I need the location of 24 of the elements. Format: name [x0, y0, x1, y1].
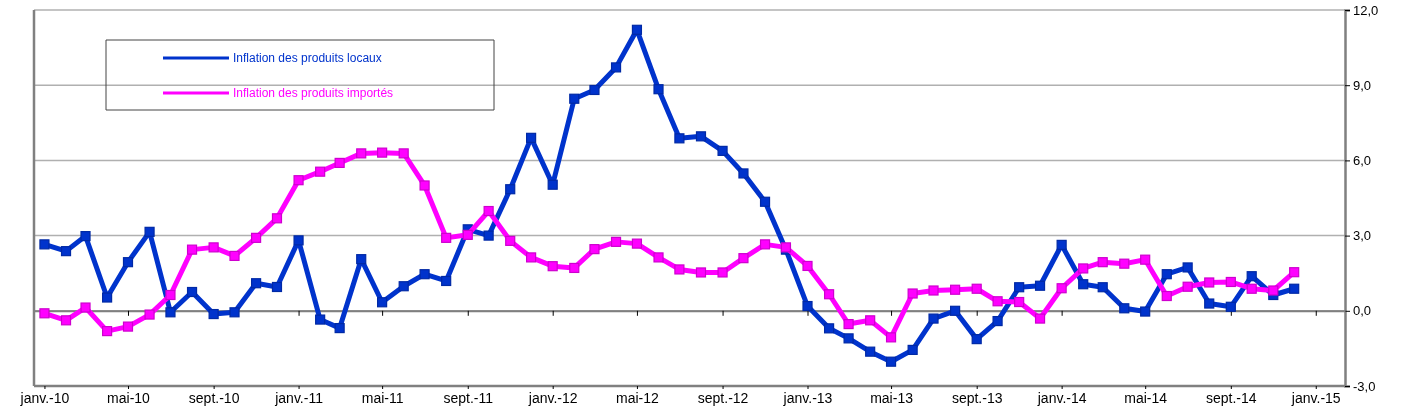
text: Inflation des produits importés — [233, 86, 394, 100]
text: Inflation des produits locaux — [233, 51, 382, 65]
x-tick-label: sept.-13 — [951, 389, 1003, 406]
x-tick-label: mai-10 — [107, 389, 151, 406]
x-tick-label: sept.-12 — [697, 389, 749, 406]
x-tick-label: sept.-14 — [1206, 389, 1257, 406]
y-tick-label: 6,0 — [1353, 153, 1372, 169]
y-tick-label: 12,0 — [1353, 2, 1379, 18]
x-tick-label: janv.-12 — [527, 389, 578, 406]
y-tick-label: 0,0 — [1353, 303, 1372, 319]
x-tick-label: mai-12 — [616, 389, 660, 406]
x-tick-label: janv.-15 — [1290, 389, 1341, 406]
y-tick-label: -3,0 — [1353, 378, 1376, 394]
x-tick-label: janv.-11 — [274, 389, 324, 406]
y-tick-label: 9,0 — [1353, 77, 1372, 93]
x-tick-label: janv.-14 — [1036, 389, 1087, 406]
y-tick-label: 3,0 — [1353, 228, 1372, 244]
x-tick-label: janv.-10 — [19, 389, 70, 406]
x-tick-label: mai-11 — [361, 389, 404, 406]
x-tick-label: sept.-11 — [443, 389, 494, 406]
x-tick-label: mai-14 — [1124, 389, 1168, 406]
x-tick-label: sept.-10 — [188, 389, 240, 406]
x-tick-label: janv.-13 — [782, 389, 833, 406]
x-tick-label: mai-13 — [870, 389, 914, 406]
